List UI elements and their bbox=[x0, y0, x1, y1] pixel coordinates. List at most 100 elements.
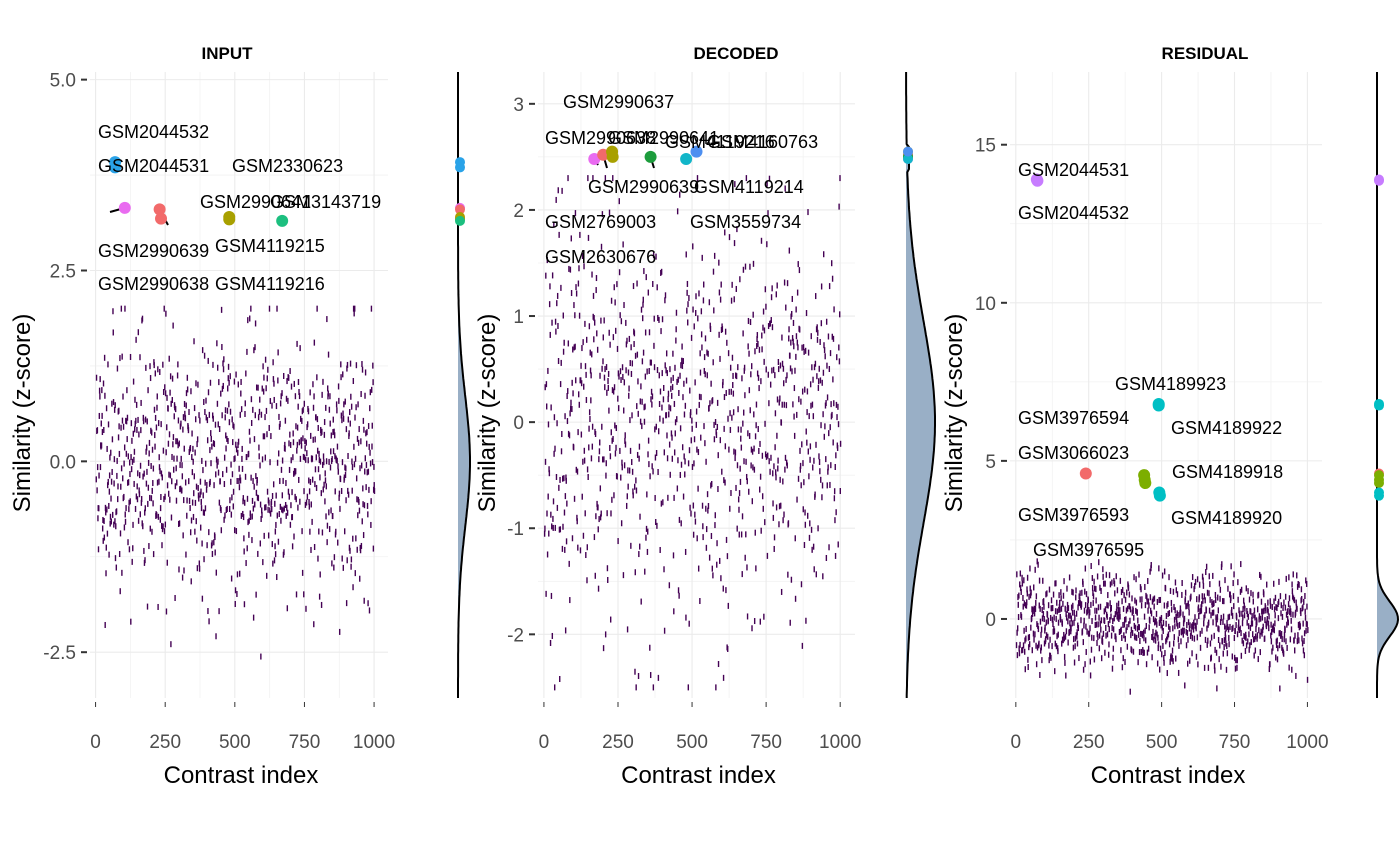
data-point bbox=[303, 454, 306, 461]
data-point bbox=[625, 319, 627, 326]
data-point bbox=[242, 510, 244, 517]
data-point bbox=[766, 180, 768, 187]
data-point bbox=[1296, 572, 1298, 579]
data-point bbox=[1128, 603, 1131, 610]
data-point bbox=[1085, 648, 1087, 655]
data-point bbox=[322, 486, 324, 493]
data-point bbox=[803, 479, 805, 486]
data-point bbox=[630, 344, 632, 351]
data-point bbox=[1099, 584, 1101, 591]
data-point bbox=[795, 306, 797, 313]
data-point bbox=[797, 261, 799, 268]
data-point bbox=[132, 378, 135, 385]
data-point bbox=[1138, 649, 1141, 656]
data-point bbox=[1058, 606, 1060, 613]
data-point bbox=[288, 374, 290, 381]
data-point bbox=[1158, 597, 1160, 604]
data-point bbox=[360, 391, 362, 398]
data-point bbox=[1080, 601, 1083, 608]
data-point bbox=[647, 528, 649, 535]
data-point bbox=[1272, 623, 1275, 630]
data-point bbox=[113, 456, 116, 463]
data-point bbox=[733, 240, 736, 247]
data-point bbox=[1258, 613, 1261, 620]
data-point bbox=[653, 342, 655, 349]
data-point bbox=[776, 432, 778, 439]
data-point bbox=[768, 400, 770, 407]
x-tick-label: 250 bbox=[1073, 732, 1105, 753]
data-point bbox=[201, 540, 203, 547]
data-point bbox=[276, 305, 278, 312]
data-point bbox=[1202, 582, 1205, 589]
data-point bbox=[308, 488, 311, 495]
data-point bbox=[154, 432, 156, 439]
data-point bbox=[1028, 641, 1031, 648]
data-point bbox=[178, 520, 180, 527]
y-tick-label: 2 bbox=[513, 201, 524, 222]
data-point bbox=[652, 684, 655, 691]
data-point bbox=[1263, 635, 1266, 642]
data-point bbox=[757, 426, 759, 433]
data-point bbox=[548, 466, 550, 473]
data-point bbox=[1197, 661, 1199, 668]
data-point bbox=[1056, 633, 1058, 640]
density-marker bbox=[1374, 490, 1384, 501]
data-point bbox=[1087, 630, 1090, 637]
data-point bbox=[646, 491, 648, 498]
data-point bbox=[120, 305, 123, 312]
data-point bbox=[129, 498, 131, 505]
data-point bbox=[323, 459, 325, 466]
data-point bbox=[286, 509, 289, 516]
data-point bbox=[695, 310, 697, 317]
data-point bbox=[749, 263, 751, 270]
data-point bbox=[709, 322, 711, 329]
data-point bbox=[1108, 572, 1111, 579]
data-point bbox=[602, 334, 604, 341]
data-point bbox=[1025, 602, 1028, 609]
data-point bbox=[1222, 650, 1224, 657]
point-label: GSM4119216 bbox=[215, 274, 325, 294]
data-point bbox=[1139, 596, 1141, 603]
data-point bbox=[660, 500, 663, 507]
data-point bbox=[1150, 562, 1152, 569]
data-point bbox=[1156, 598, 1159, 605]
data-point bbox=[187, 427, 190, 434]
data-point bbox=[1130, 626, 1133, 633]
data-point bbox=[662, 417, 664, 424]
data-point bbox=[585, 552, 587, 559]
data-point bbox=[625, 341, 628, 348]
data-point bbox=[809, 520, 811, 527]
data-point bbox=[1125, 616, 1127, 623]
data-point bbox=[182, 414, 185, 421]
data-point bbox=[673, 494, 675, 501]
data-point bbox=[719, 437, 722, 444]
data-point bbox=[105, 405, 108, 412]
data-point bbox=[1104, 606, 1107, 613]
data-point bbox=[1272, 644, 1274, 651]
data-point bbox=[681, 357, 683, 364]
data-point bbox=[1305, 627, 1307, 634]
data-point bbox=[357, 401, 359, 408]
data-point bbox=[264, 504, 266, 511]
data-point bbox=[254, 501, 256, 508]
data-point bbox=[1091, 634, 1093, 641]
data-point bbox=[1191, 650, 1193, 657]
data-point bbox=[150, 427, 152, 434]
data-point bbox=[234, 587, 237, 594]
data-point bbox=[1247, 638, 1249, 645]
data-point bbox=[822, 573, 824, 580]
data-point bbox=[1106, 602, 1108, 609]
data-point bbox=[601, 456, 604, 463]
data-point bbox=[556, 504, 559, 511]
data-point bbox=[1042, 577, 1044, 584]
data-point bbox=[152, 551, 155, 558]
data-point bbox=[706, 349, 708, 356]
data-point bbox=[547, 367, 549, 374]
data-point bbox=[257, 550, 259, 557]
data-point bbox=[1119, 607, 1121, 614]
data-point bbox=[1207, 619, 1210, 626]
data-point bbox=[280, 466, 283, 473]
data-point bbox=[664, 362, 666, 369]
data-point bbox=[1076, 629, 1078, 636]
data-point bbox=[262, 363, 264, 370]
